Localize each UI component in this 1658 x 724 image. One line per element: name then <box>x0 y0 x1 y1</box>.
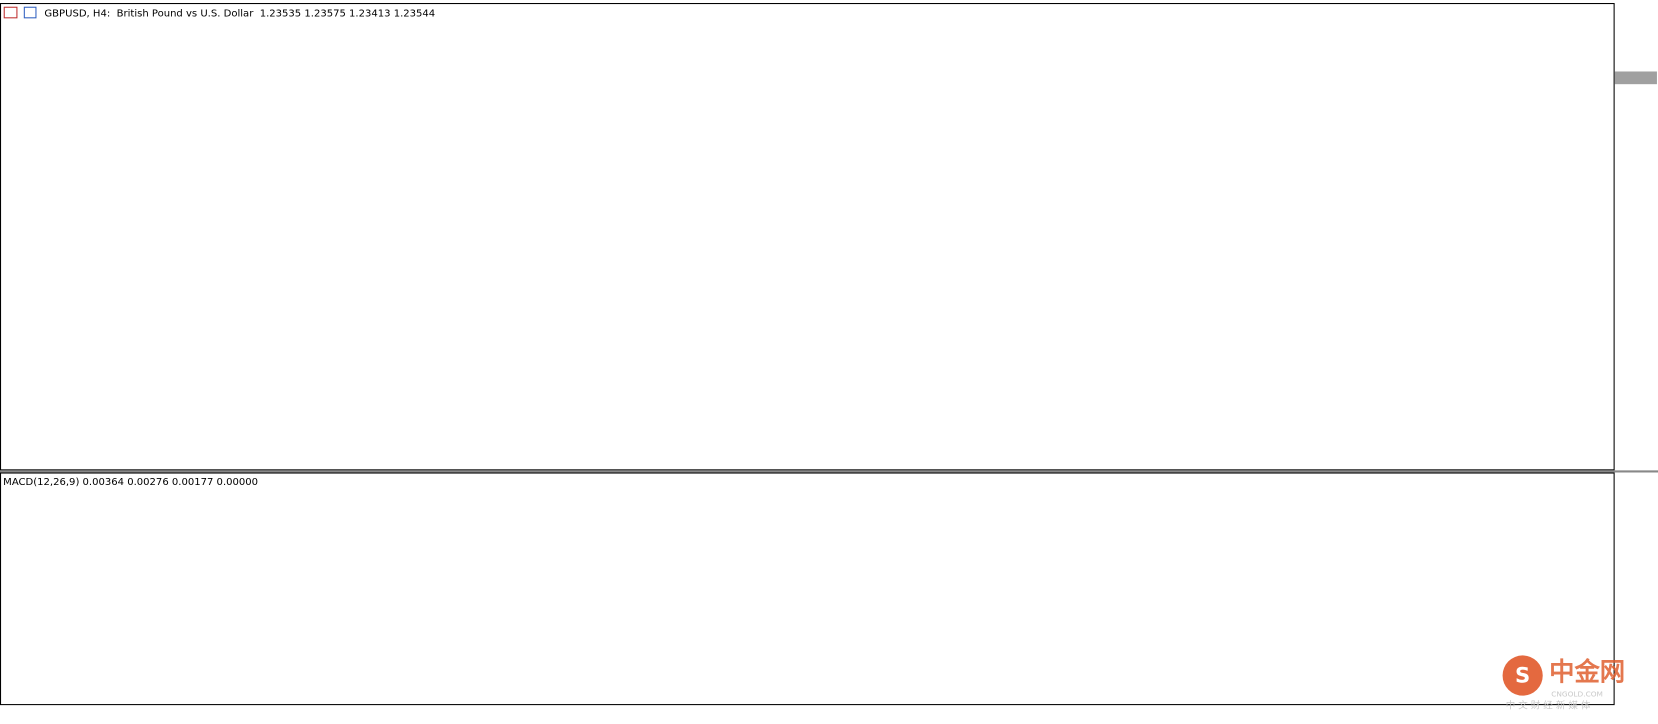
text-layer: GBPUSD, H4: British Pound vs U.S. Dollar… <box>3 6 1657 712</box>
price-panel-frame <box>0 3 1615 471</box>
watermark-site: CNGOLD.COM <box>1551 690 1603 699</box>
icon-menu <box>3 6 18 19</box>
macd-title: MACD(12,26,9) 0.00364 0.00276 0.00177 0.… <box>3 477 258 488</box>
watermark-name: 中金网 <box>1549 656 1625 686</box>
chart-title: GBPUSD, H4: British Pound vs U.S. Dollar… <box>44 9 435 20</box>
macd-panel-frame <box>0 472 1615 706</box>
watermark-tagline: 中 文 财 经 新 媒 体 <box>1506 700 1591 712</box>
watermark-logo-glyph: S <box>1515 663 1530 688</box>
watermark-logo <box>1502 655 1543 696</box>
icon-chart <box>23 6 37 19</box>
watermark: S 中金网 CNGOLD.COM 中 文 财 经 新 媒 体 <box>1502 655 1625 712</box>
current-price-label-bg <box>1614 71 1657 85</box>
